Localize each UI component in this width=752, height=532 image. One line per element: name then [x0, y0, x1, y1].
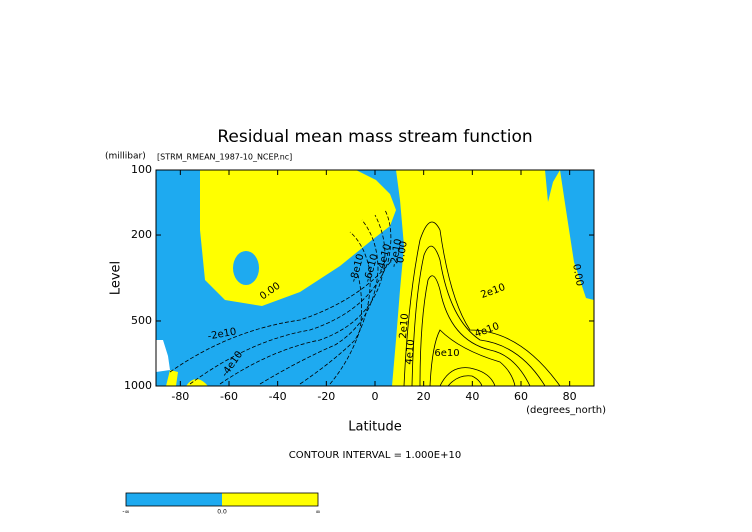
missing-region [156, 340, 170, 372]
positive-region [392, 170, 594, 386]
colorbar-frame [125, 492, 319, 507]
contour-label: 6e10 [434, 348, 459, 359]
contour-label: 0.00 [395, 240, 410, 264]
y-tick-label: 500 [131, 314, 152, 327]
y-axis-label: Level [109, 261, 124, 295]
x-tick-label: -20 [317, 390, 335, 403]
x-tick-label: 60 [514, 390, 528, 403]
chart-title: Residual mean mass stream function [217, 127, 532, 147]
x-tick-label: 0 [372, 390, 379, 403]
x-axis-label: Latitude [348, 420, 402, 435]
y-tick-label: 100 [131, 163, 152, 176]
y-unit: (millibar) [105, 152, 146, 162]
x-unit: (degrees_north) [526, 405, 606, 416]
contour-label: 2e10 [398, 313, 411, 339]
contour-label: 0.00 [570, 263, 585, 287]
subtitle: [STRM_RMEAN_1987-10_NCEP.nc] [157, 153, 292, 162]
x-tick-label: -40 [269, 390, 287, 403]
colorbar-swatch [126, 493, 222, 506]
positive-region [166, 370, 208, 386]
x-tick-label: -60 [220, 390, 238, 403]
footnote: CONTOUR INTERVAL = 1.000E+10 [289, 450, 461, 461]
plot-area: 0.00-2e10-4e10-8e10-6e10-4e10-2e100.002e… [156, 170, 594, 386]
contour-label: -2e10 [207, 327, 237, 343]
x-tick-label: 80 [563, 390, 577, 403]
contour-lines [169, 209, 561, 386]
negative-region [233, 251, 259, 285]
colorbar-label: ∞ [316, 509, 321, 516]
colorbar-swatch [222, 493, 318, 506]
x-tick-label: -80 [171, 390, 189, 403]
contour-label: 4e10 [404, 339, 417, 365]
x-tick-label: 20 [417, 390, 431, 403]
y-tick-label: 200 [131, 228, 152, 241]
contour-label: -2e10 [389, 238, 405, 268]
colorbar-label: 0.0 [217, 509, 227, 516]
x-tick-label: 40 [465, 390, 479, 403]
y-tick-label: 1000 [124, 379, 152, 392]
colorbar-label: -∞ [122, 509, 129, 516]
